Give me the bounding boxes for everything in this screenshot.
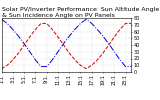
Sun Incidence Angle — [12, 59, 14, 60]
Line: Sun Altitude Angle: Sun Altitude Angle — [2, 19, 131, 67]
Sun Altitude Angle — [18, 36, 20, 37]
Sun Incidence Angle — [80, 65, 81, 66]
Sun Altitude Angle — [125, 66, 127, 67]
Sun Incidence Angle — [74, 59, 76, 60]
Sun Altitude Angle — [6, 23, 8, 24]
Sun Incidence Angle — [125, 23, 127, 24]
Sun Altitude Angle — [12, 29, 14, 30]
Sun Altitude Angle — [40, 66, 42, 67]
Sun Altitude Angle — [29, 51, 31, 52]
Sun Incidence Angle — [34, 29, 36, 30]
Sun Incidence Angle — [119, 29, 121, 30]
Sun Incidence Angle — [68, 52, 70, 54]
Sun Altitude Angle — [96, 29, 98, 30]
Sun Altitude Angle — [46, 66, 48, 67]
Sun Incidence Angle — [18, 52, 20, 54]
Sun Altitude Angle — [34, 59, 36, 60]
Sun Altitude Angle — [68, 36, 70, 37]
Sun Incidence Angle — [51, 29, 53, 30]
Sun Incidence Angle — [46, 23, 48, 24]
Sun Altitude Angle — [1, 19, 3, 20]
Sun Altitude Angle — [113, 51, 115, 52]
Sun Altitude Angle — [119, 59, 121, 60]
Sun Incidence Angle — [96, 59, 98, 60]
Sun Incidence Angle — [102, 52, 104, 54]
Sun Incidence Angle — [91, 65, 93, 66]
Sun Altitude Angle — [85, 19, 87, 20]
Line: Sun Incidence Angle: Sun Incidence Angle — [2, 23, 131, 69]
Sun Altitude Angle — [91, 23, 93, 24]
Sun Incidence Angle — [130, 23, 132, 24]
Sun Altitude Angle — [63, 43, 64, 44]
Sun Altitude Angle — [57, 51, 59, 52]
Text: Solar PV/Inverter Performance  Sun Altitude Angle & Sun Incidence Angle on PV Pa: Solar PV/Inverter Performance Sun Altitu… — [2, 7, 159, 18]
Sun Altitude Angle — [102, 36, 104, 37]
Sun Incidence Angle — [63, 44, 64, 46]
Sun Altitude Angle — [74, 29, 76, 30]
Sun Incidence Angle — [29, 36, 31, 38]
Sun Incidence Angle — [108, 44, 110, 46]
Sun Incidence Angle — [113, 36, 115, 38]
Sun Incidence Angle — [57, 36, 59, 38]
Sun Incidence Angle — [85, 68, 87, 69]
Sun Altitude Angle — [23, 43, 25, 44]
Sun Incidence Angle — [23, 44, 25, 46]
Sun Altitude Angle — [51, 59, 53, 60]
Sun Incidence Angle — [6, 65, 8, 66]
Sun Incidence Angle — [1, 68, 3, 69]
Sun Incidence Angle — [40, 23, 42, 24]
Sun Altitude Angle — [130, 66, 132, 67]
Sun Altitude Angle — [108, 43, 110, 44]
Sun Altitude Angle — [80, 23, 81, 24]
